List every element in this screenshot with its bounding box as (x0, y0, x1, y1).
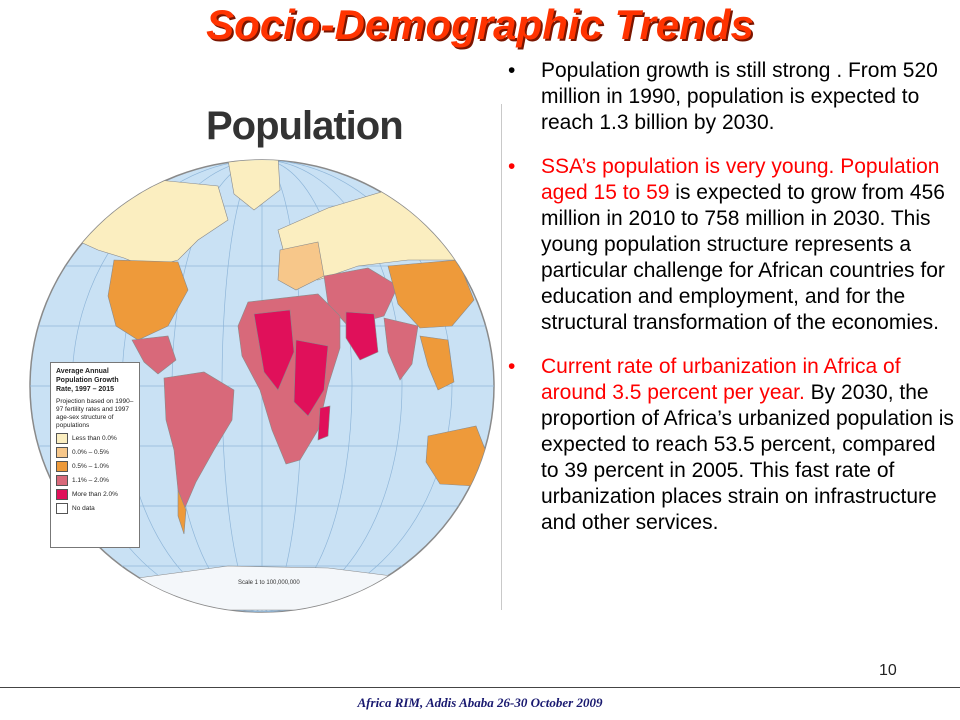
population-map-panel: Population Average Annual Population Gro… (28, 90, 496, 614)
bullet-marker: • (508, 59, 516, 82)
legend-swatch (56, 489, 68, 500)
column-divider (501, 104, 502, 610)
bullet-list: • Population growth is still strong . Fr… (506, 58, 954, 554)
bullet-marker: • (508, 155, 516, 178)
legend-swatch (56, 461, 68, 472)
footer-rule (0, 687, 960, 688)
legend-title: Average Annual Population Growth Rate, 1… (56, 368, 119, 393)
legend-swatch (56, 503, 68, 514)
legend-note: Projection based on 1990–97 fertility ra… (56, 398, 134, 429)
legend-swatch (56, 447, 68, 458)
bullet-highlight-text: Current rate of urbanization in Africa o… (541, 355, 901, 404)
legend-item: More than 2.0% (56, 489, 134, 500)
bullet-text: is expected to grow from 456 million in … (541, 181, 945, 334)
bullet-highlight-text: SSA’s population is very young. Populati… (541, 155, 940, 204)
legend-item-label: 1.1% – 2.0% (72, 477, 109, 484)
bullet-text: By 2030, the proportion of Africa’s urba… (541, 381, 954, 534)
legend-swatch (56, 475, 68, 486)
page-number: 10 (879, 662, 897, 679)
slide-title: Socio-Demographic Trends (206, 1, 754, 48)
legend-item-label: 0.0% – 0.5% (72, 449, 109, 456)
legend-item-label: No data (72, 505, 95, 512)
world-map-image (29, 159, 495, 613)
bullet-marker: • (508, 355, 516, 378)
bullet-young-population: • SSA’s population is very young. Popula… (506, 154, 954, 336)
legend-item: 1.1% – 2.0% (56, 475, 134, 486)
map-scale: Scale 1 to 100,000,000 (238, 580, 300, 586)
bullet-urbanization: • Current rate of urbanization in Africa… (506, 354, 954, 536)
map-heading: Population (206, 104, 404, 148)
legend-item: Less than 0.0% (56, 433, 134, 444)
legend-item-label: Less than 0.0% (72, 435, 117, 442)
bullet-population-growth: • Population growth is still strong . Fr… (506, 58, 954, 136)
footer-text: Africa RIM, Addis Ababa 26-30 October 20… (357, 695, 603, 710)
legend-item: 0.0% – 0.5% (56, 447, 134, 458)
legend-item: 0.5% – 1.0% (56, 461, 134, 472)
bullet-text: Population growth is still strong . From… (541, 59, 938, 134)
legend-item-label: 0.5% – 1.0% (72, 463, 109, 470)
map-legend: Average Annual Population Growth Rate, 1… (50, 362, 140, 548)
legend-item-label: More than 2.0% (72, 491, 118, 498)
legend-swatch (56, 433, 68, 444)
legend-item: No data (56, 503, 134, 514)
